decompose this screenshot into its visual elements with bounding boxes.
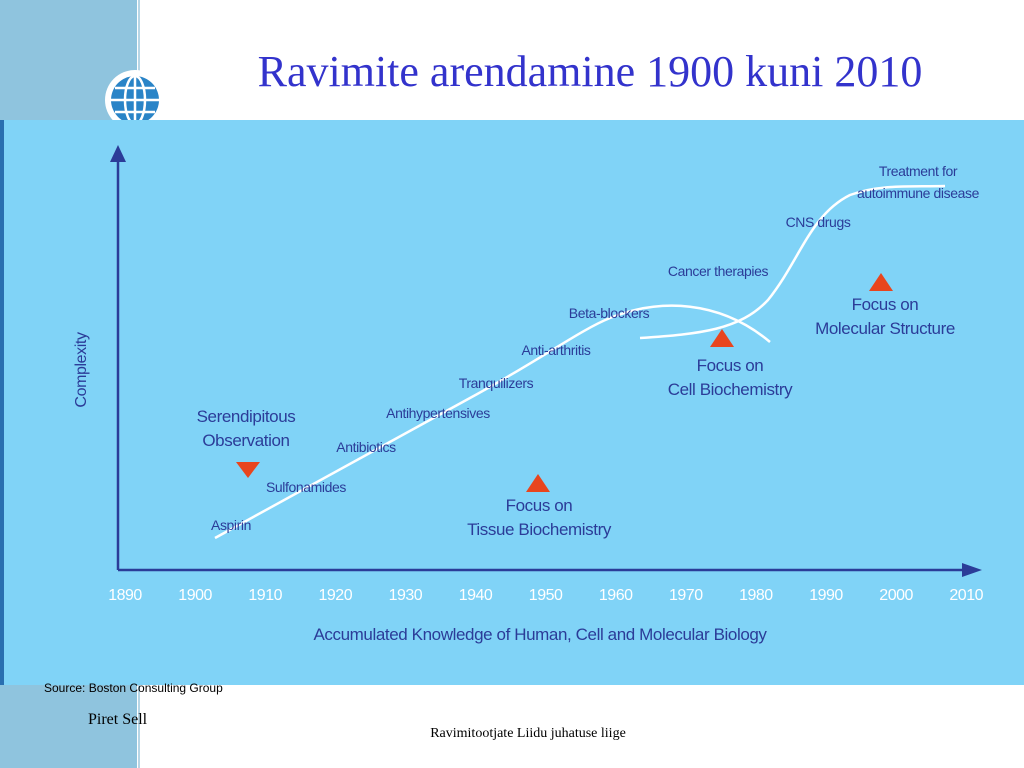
year-label: 1930 [389,587,423,604]
milestone-label: Sulfonamides [266,479,346,495]
year-label: 1910 [248,587,282,604]
corner-panel [0,685,137,768]
source: Source: Boston Consulting Group [44,681,223,695]
author: Piret Sell [88,711,148,728]
year-label: 2010 [949,587,983,604]
triangle-marker [526,474,550,492]
x-axis-label: Accumulated Knowledge of Human, Cell and… [313,625,767,644]
focus-label: Molecular Structure [815,319,955,338]
milestone-label: Antibiotics [336,439,396,455]
diagram: Complexity Accumulated Knowledge of Huma… [73,145,984,644]
y-axis-arrow [110,145,126,162]
year-label: 1940 [459,587,493,604]
milestone-label: Treatment for [879,163,958,179]
diagram-panel [0,120,1024,685]
year-label: 1980 [739,587,773,604]
milestone-label: Aspirin [211,517,251,533]
milestone-label: Anti-arthritis [521,342,590,358]
focus-label: Focus on [506,496,573,515]
focus-label: Tissue Biochemistry [467,520,612,539]
year-label: 1950 [529,587,563,604]
focus-label: Focus on [852,295,919,314]
milestone-label: Antihypertensives [386,405,490,421]
focus-label: Focus on [697,356,764,375]
year-label: 1890 [108,587,142,604]
curve [214,304,771,540]
year-label: 1960 [599,587,633,604]
triangle-marker [869,273,893,291]
y-axis-label: Complexity [73,332,90,408]
milestone-label: Tranquilizers [459,375,534,391]
x-axis-arrow [962,563,982,577]
year-label: 1900 [178,587,212,604]
year-label: 1970 [669,587,703,604]
year-label: 1990 [809,587,843,604]
focus-label: Cell Biochemistry [668,380,793,399]
milestone-label: CNS drugs [786,214,851,230]
role: Ravimitootjate Liidu juhatuse liige [430,726,626,741]
title: Ravimite arendamine 1900 kuni 2010 [258,47,923,96]
milestone-label: autoimmune disease [857,185,980,201]
milestone-label: Cancer therapies [668,263,769,279]
focus-label: Serendipitous [197,407,296,426]
triangle-marker [710,329,734,347]
curve [639,184,946,340]
triangle-marker [236,462,260,478]
year-label: 1920 [319,587,353,604]
milestone-label: Beta-blockers [569,305,650,321]
year-label: 2000 [879,587,913,604]
focus-label: Observation [202,431,289,450]
panel-edge [0,120,4,685]
